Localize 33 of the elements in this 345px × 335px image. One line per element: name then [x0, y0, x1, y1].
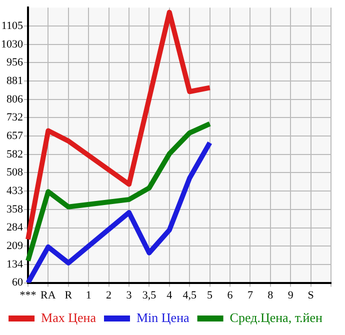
- y-tick-label: 60: [12, 276, 24, 289]
- x-tick-label: 7: [247, 289, 254, 302]
- legend-label: Min Цена: [136, 310, 190, 325]
- x-tick-label: 3: [126, 289, 132, 302]
- legend-label: Сред.Цена, т.йен: [230, 310, 323, 325]
- y-tick-label: 732: [6, 112, 23, 124]
- x-tick-label: 3,5: [142, 289, 157, 302]
- x-tick-label: 4,5: [182, 289, 197, 302]
- y-tick-label: 209: [6, 240, 24, 252]
- y-tick-label: 358: [6, 203, 24, 216]
- x-tick-label: 6: [227, 289, 234, 302]
- x-tick-label: R: [64, 289, 73, 302]
- y-tick-label: 508: [6, 166, 24, 179]
- x-tick-label: 1: [86, 289, 92, 302]
- y-tick-label: 881: [6, 74, 23, 87]
- x-tick-label: S: [308, 289, 314, 302]
- x-tick-label: RA: [40, 289, 56, 302]
- y-tick-label: 284: [6, 222, 24, 234]
- y-tick-label: 657: [6, 130, 24, 142]
- x-tick-label: ***: [20, 289, 36, 302]
- y-tick-label: 806: [6, 93, 24, 106]
- y-tick-label: 1030: [1, 38, 24, 50]
- y-tick-label: 134: [6, 258, 24, 271]
- x-tick-label: 4: [166, 289, 173, 302]
- legend-label: Max Цена: [41, 310, 96, 325]
- y-tick-label: 956: [6, 56, 24, 69]
- x-tick-label: 2: [106, 289, 112, 302]
- y-tick-label: 582: [6, 148, 23, 160]
- x-tick-label: 8: [268, 289, 274, 302]
- x-tick-label: 9: [288, 289, 294, 302]
- y-tick-label: 433: [6, 185, 24, 198]
- y-tick-label: 1105: [1, 20, 24, 32]
- x-tick-label: 5: [207, 289, 214, 302]
